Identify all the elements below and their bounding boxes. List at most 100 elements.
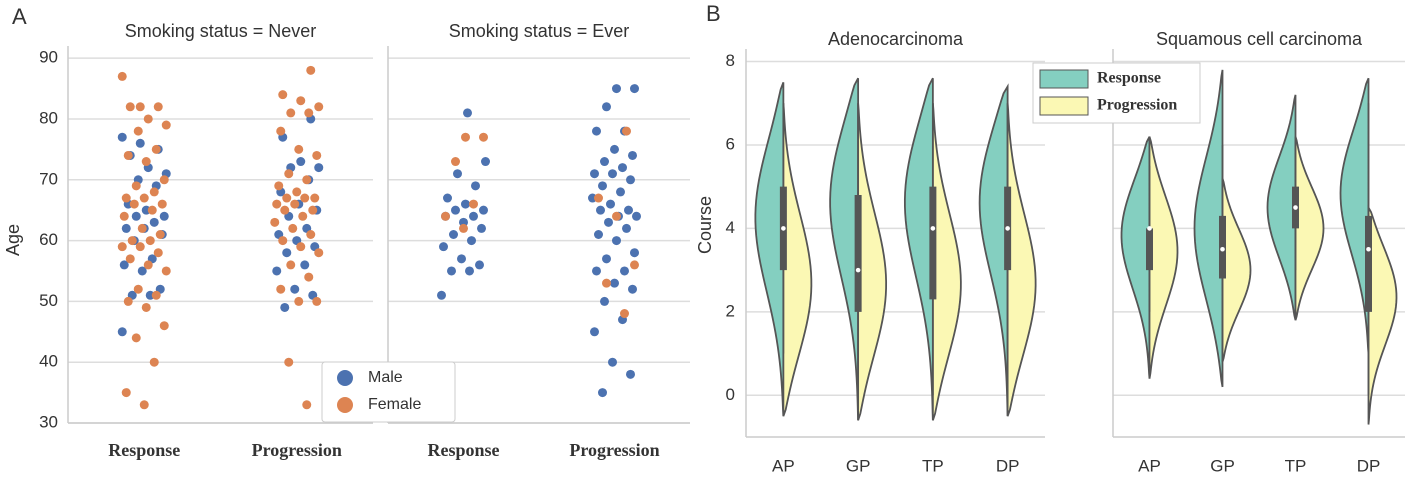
legend-swatch [1039,96,1089,116]
legend-swatch [337,397,353,413]
data-point [461,199,470,209]
data-point [127,236,137,246]
data-point [479,205,488,215]
data-point [141,157,151,167]
data-point [610,278,619,288]
data-point [602,278,611,288]
data-point [123,296,133,306]
data-point [133,126,143,136]
data-point [117,242,127,252]
data-point [451,205,460,215]
data-point [149,187,159,197]
data-point [443,193,452,203]
data-point [276,126,286,136]
data-point [145,236,155,246]
x-tick-label: Response [427,440,499,460]
data-point [618,163,627,173]
data-point [133,284,143,294]
data-point [632,211,641,221]
data-point [131,181,141,191]
legend-label: Male [368,369,403,386]
data-point [437,290,446,300]
data-point [276,284,286,294]
data-point [304,272,314,282]
data-point [620,309,629,319]
data-point [310,193,320,203]
data-point [604,217,613,227]
data-point [600,296,609,306]
data-point [594,230,603,239]
data-point [592,266,601,276]
y-tick-label: 30 [39,412,58,431]
facet-title: Smoking status = Never [125,21,317,41]
data-point [296,157,306,167]
data-point [125,254,135,264]
data-point [286,108,296,118]
data-point [117,327,127,337]
violin-half [903,77,934,421]
box-median [781,226,786,231]
y-tick-label: 8 [726,51,735,70]
data-point [475,260,484,270]
data-point [608,357,617,367]
legend-label: Response [1097,70,1161,87]
violin-half [754,82,785,417]
x-tick-label: Response [108,440,180,460]
data-point [622,126,631,136]
x-tick-label: DP [996,456,1020,475]
data-point [151,290,161,300]
data-point [296,96,306,106]
data-point [157,199,167,209]
x-tick-label: AP [772,456,795,475]
data-point [292,187,302,197]
data-point [161,120,171,130]
data-point [282,248,292,258]
data-point [306,65,316,75]
data-point [457,254,466,264]
data-point [284,357,294,367]
data-point [453,169,462,179]
data-point [125,102,135,112]
data-point [139,400,149,410]
data-point [139,193,149,203]
data-point [151,144,161,154]
data-point [155,230,165,239]
data-point [451,157,460,167]
violin-half [1339,77,1370,354]
data-point [294,144,304,154]
data-point [117,132,127,142]
x-tick-label: TP [922,456,944,475]
violin-half [1193,69,1224,388]
violin-half [857,103,888,421]
data-point [441,211,450,221]
y-tick-label: 4 [726,218,735,237]
data-point [147,205,157,215]
data-point [149,217,159,227]
data-point [161,266,171,276]
data-point [598,181,607,191]
x-tick-label: GP [1210,456,1235,475]
data-point [117,71,127,81]
data-point [461,132,470,142]
x-tick-label: TP [1285,456,1307,475]
data-point [129,199,139,209]
data-point [314,163,324,173]
data-point [278,90,288,100]
y-tick-label: 70 [39,169,58,188]
y-tick-label: 40 [39,352,58,371]
data-point [304,108,314,118]
data-point [465,266,474,276]
data-point [626,369,635,379]
data-point [121,388,131,398]
data-point [612,236,621,246]
data-point [596,205,605,215]
x-tick-label: AP [1138,456,1161,475]
data-point [630,248,639,258]
data-point [121,223,131,233]
panel-label: A [12,4,27,29]
violin-half [1367,204,1398,425]
data-point [612,84,621,94]
legend-label: Female [368,396,421,413]
data-point [463,108,472,118]
data-point [272,199,282,209]
